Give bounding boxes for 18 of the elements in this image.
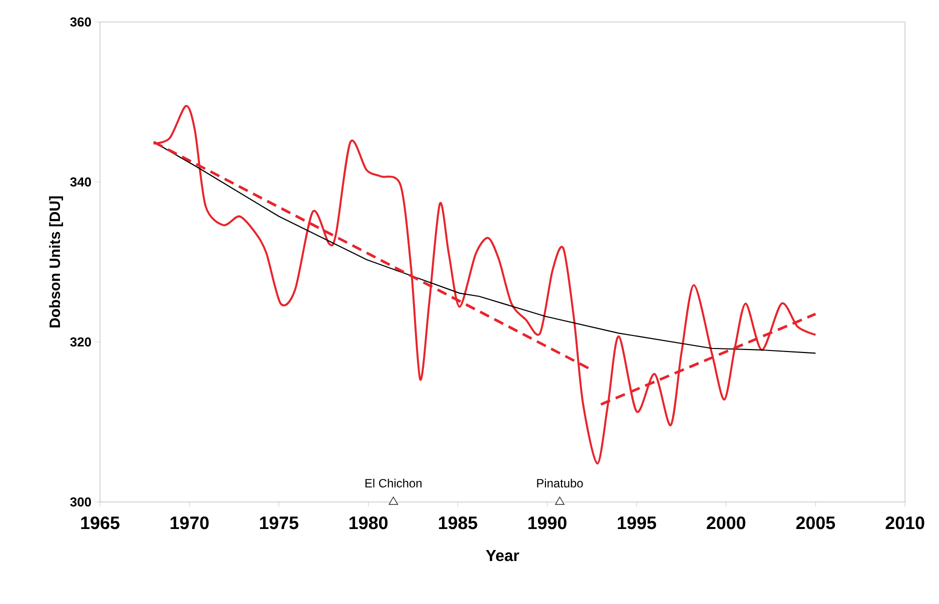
x-tick-label: 1990 [528, 516, 566, 530]
annotation: Pinatubo [537, 478, 583, 488]
y-tick-label: 300 [70, 497, 91, 507]
annotation: El Chichon [365, 478, 422, 488]
x-tick-label: 1970 [170, 516, 209, 530]
y-tick-label: 320 [70, 337, 91, 347]
x-tick-label: 1965 [81, 516, 120, 530]
x-tick-label: 1985 [438, 516, 478, 530]
x-tick-label: 1975 [260, 516, 298, 530]
x-axis-title: Year [486, 550, 520, 562]
x-tick-label: 1980 [350, 516, 388, 530]
x-tick-label: 2005 [796, 516, 836, 530]
x-tick-label: 2010 [886, 516, 924, 530]
y-tick-label: 360 [70, 17, 91, 27]
y-axis-title: Dobson Units [DU] [49, 196, 64, 328]
x-tick-label: 2000 [706, 516, 746, 530]
y-tick-label: 340 [70, 177, 91, 187]
x-tick-label: 1995 [618, 516, 656, 530]
